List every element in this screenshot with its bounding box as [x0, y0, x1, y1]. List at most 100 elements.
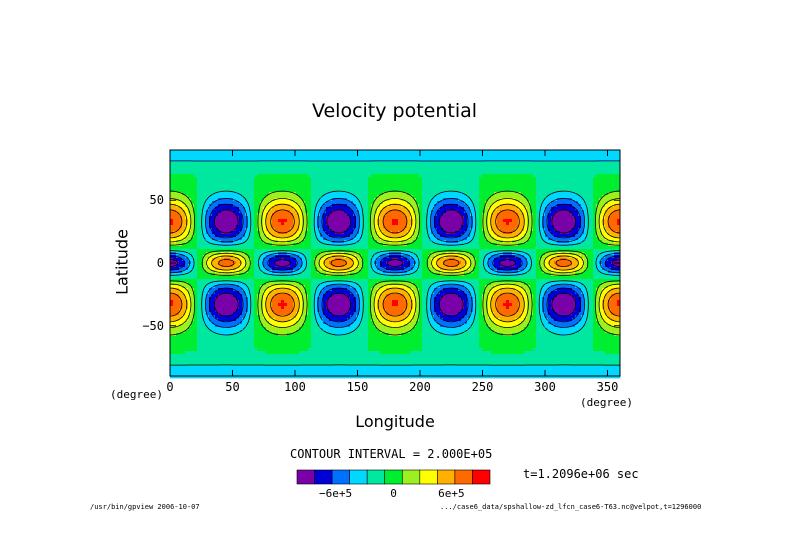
field-cell: [200, 174, 204, 178]
field-cell: [263, 177, 267, 181]
field-cell: [482, 165, 486, 169]
field-cell: [584, 237, 588, 241]
field-cell: [464, 234, 468, 238]
field-cell: [422, 222, 426, 226]
field-cell: [260, 228, 264, 232]
field-cell: [596, 177, 600, 181]
field-cell: [326, 162, 330, 166]
field-cell: [176, 165, 180, 169]
field-cell: [527, 189, 531, 193]
field-cell: [401, 165, 405, 169]
field-cell: [548, 246, 552, 250]
field-cell: [389, 222, 393, 226]
field-cell: [494, 240, 498, 244]
field-cell: [296, 210, 300, 214]
field-cell: [545, 213, 549, 217]
field-cell: [530, 234, 534, 238]
field-cell: [407, 198, 411, 202]
field-cell: [380, 204, 384, 208]
field-cell: [368, 225, 372, 229]
field-cell: [293, 249, 297, 253]
field-cell: [356, 180, 360, 184]
field-cell: [245, 177, 249, 181]
field-cell: [572, 237, 576, 241]
field-cell: [254, 153, 258, 157]
field-cell: [554, 210, 558, 214]
field-cell: [353, 189, 357, 193]
field-cell: [332, 207, 336, 211]
field-cell: [464, 213, 468, 217]
field-cell: [557, 180, 561, 184]
field-cell: [248, 237, 252, 241]
field-cell: [527, 192, 531, 196]
field-cell: [485, 246, 489, 250]
field-cell: [434, 204, 438, 208]
field-cell: [263, 183, 267, 187]
field-cell: [191, 219, 195, 223]
field-cell: [542, 189, 546, 193]
field-cell: [596, 243, 600, 247]
field-cell: [380, 177, 384, 181]
field-cell: [194, 171, 198, 175]
field-cell: [296, 216, 300, 220]
field-cell: [218, 195, 222, 199]
field-cell: [560, 195, 564, 199]
field-cell: [428, 180, 432, 184]
field-cell: [515, 180, 519, 184]
field-cell: [353, 240, 357, 244]
field-cell: [428, 213, 432, 217]
field-cell: [179, 168, 183, 172]
field-cell: [434, 243, 438, 247]
field-cell: [380, 228, 384, 232]
field-cell: [530, 240, 534, 244]
field-cell: [512, 195, 516, 199]
field-cell: [506, 162, 510, 166]
field-cell: [509, 195, 513, 199]
field-cell: [536, 162, 540, 166]
field-cell: [323, 162, 327, 166]
field-cell: [506, 171, 510, 175]
field-cell: [239, 192, 243, 196]
field-cell: [332, 180, 336, 184]
field-cell: [302, 198, 306, 202]
field-cell: [263, 237, 267, 241]
field-cell: [425, 207, 429, 211]
field-cell: [491, 225, 495, 229]
field-cell: [317, 243, 321, 247]
field-cell: [230, 237, 234, 241]
field-cell: [614, 174, 618, 178]
field-cell: [431, 222, 435, 226]
field-cell: [248, 171, 252, 175]
field-cell: [536, 153, 540, 157]
field-cell: [251, 195, 255, 199]
field-cell: [260, 234, 264, 238]
field-cell: [239, 234, 243, 238]
field-cell: [479, 195, 483, 199]
field-cell: [515, 198, 519, 202]
field-cell: [521, 165, 525, 169]
field-cell: [587, 201, 591, 205]
field-cell: [188, 177, 192, 181]
field-cell: [464, 222, 468, 226]
field-cell: [182, 189, 186, 193]
field-cell: [440, 240, 444, 244]
field-cell: [368, 201, 372, 205]
field-cell: [440, 237, 444, 241]
field-cell: [275, 195, 279, 199]
field-cell: [254, 174, 258, 178]
field-cell: [443, 162, 447, 166]
field-cell: [326, 213, 330, 217]
field-cell: [437, 156, 441, 160]
field-cell: [587, 246, 591, 250]
field-cell: [293, 216, 297, 220]
field-cell: [290, 162, 294, 166]
field-cell: [566, 186, 570, 190]
field-cell: [479, 198, 483, 202]
field-cell: [611, 171, 615, 175]
field-cell: [206, 168, 210, 172]
field-cell: [521, 192, 525, 196]
field-cell: [353, 174, 357, 178]
field-cell: [296, 243, 300, 247]
field-cell: [359, 201, 363, 205]
field-cell: [539, 150, 543, 154]
